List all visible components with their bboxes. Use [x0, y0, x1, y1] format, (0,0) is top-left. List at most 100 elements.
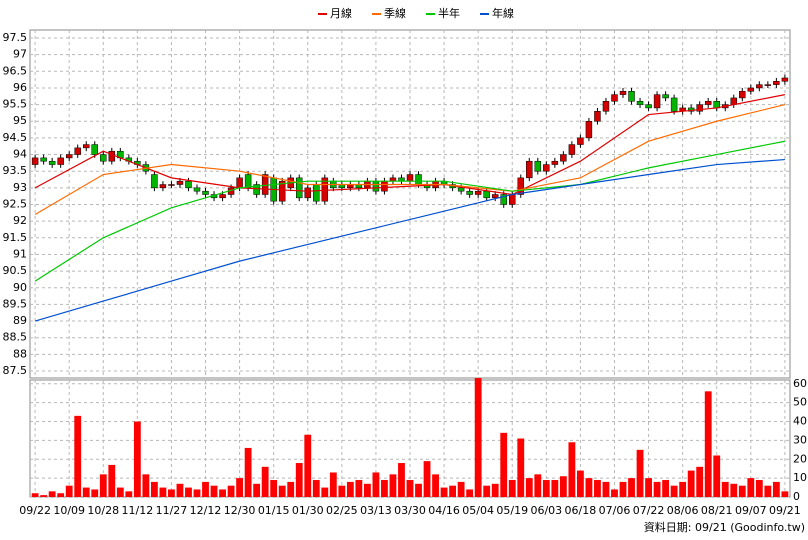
x-tick-label: 08/21: [701, 504, 733, 517]
y-tick-label: 97.5: [3, 31, 28, 44]
candle-body: [168, 184, 175, 186]
y-tick-label: 95.5: [3, 98, 28, 111]
y-tick-label: 91: [13, 247, 27, 260]
x-tick-label: 06/03: [530, 504, 562, 517]
legend-label: 月線: [330, 6, 352, 20]
y-tick-label: 88.5: [3, 331, 28, 344]
volume-bar: [738, 485, 746, 497]
volume-bar: [133, 421, 141, 497]
volume-bar: [346, 481, 354, 497]
volume-bar: [517, 438, 525, 497]
candle-body: [151, 174, 158, 189]
candle-body: [261, 174, 269, 195]
volume-bar: [202, 481, 209, 497]
volume-bar: [270, 480, 278, 497]
volume-bar: [619, 481, 627, 497]
x-tick-label: 10/28: [87, 504, 119, 517]
candle-body: [585, 120, 593, 139]
candle-body: [517, 177, 524, 195]
x-tick-label: 05/04: [462, 504, 494, 517]
moving-average-line: [34, 140, 786, 282]
candle-body: [636, 101, 644, 105]
volume-bar: [628, 478, 635, 497]
volume-bar: [466, 489, 474, 497]
volume-bar: [457, 481, 465, 497]
volume-bar: [150, 481, 158, 497]
volume-bar: [176, 483, 184, 497]
volume-bar: [500, 432, 508, 497]
y-tick-label: 96: [13, 81, 27, 94]
candle-body: [159, 184, 167, 189]
volume-bar: [772, 481, 780, 497]
candle-body: [704, 101, 712, 105]
candle-body: [91, 144, 98, 155]
candle-body: [619, 91, 627, 95]
candle-body: [83, 144, 90, 149]
volume-bar: [687, 470, 695, 497]
volume-bar: [781, 491, 789, 497]
y2-tick-label: 40: [793, 415, 807, 428]
volume-bar: [57, 493, 65, 497]
candle-body: [670, 97, 678, 112]
y-tick-label: 94.5: [3, 131, 28, 144]
volume-bar: [449, 485, 457, 497]
candle-body: [74, 147, 81, 155]
x-tick-label: 12/12: [190, 504, 222, 517]
volume-bar: [108, 464, 116, 497]
volume-bar: [440, 487, 448, 497]
volume-bar: [398, 463, 405, 497]
volume-bar: [415, 483, 422, 497]
volume-bar: [755, 480, 763, 497]
volume-bar: [670, 485, 678, 497]
candle-body: [202, 190, 209, 195]
y-tick-label: 92.5: [3, 197, 28, 210]
legend-label: 季線: [384, 6, 406, 20]
candle-body: [48, 160, 56, 165]
volume-bar: [525, 478, 533, 497]
volume-bar: [40, 495, 48, 497]
y-tick-label: 88: [13, 347, 27, 360]
volume-bar: [99, 474, 107, 497]
candle-body: [653, 94, 661, 109]
candle-body: [568, 144, 576, 155]
volume-bar: [747, 478, 755, 497]
volume-bar: [261, 466, 269, 497]
volume-bar: [236, 478, 244, 497]
volume-bar: [74, 415, 82, 497]
moving-average-line: [34, 94, 786, 196]
volume-bar: [611, 489, 618, 497]
candle-body: [577, 137, 584, 145]
volume-bar: [559, 476, 567, 497]
candle-body: [696, 104, 703, 112]
volume-bar: [185, 487, 192, 497]
candle-body: [219, 194, 226, 199]
x-tick-label: 09/21: [769, 504, 801, 517]
y2-tick-label: 0: [793, 490, 800, 503]
volume-bar: [244, 447, 252, 497]
candle-body: [602, 101, 610, 112]
candle-body: [372, 180, 380, 192]
y2-tick-label: 50: [793, 396, 807, 409]
legend-label: 半年: [438, 6, 460, 20]
y-tick-label: 89.5: [3, 297, 28, 310]
volume-bar: [389, 474, 397, 497]
candle-body: [500, 194, 507, 205]
candle-body: [100, 154, 107, 162]
volume-bar: [653, 481, 661, 497]
volume-bar: [142, 474, 150, 497]
candle-body: [594, 111, 601, 122]
volume-bar: [363, 483, 371, 497]
volume-bar: [219, 489, 226, 497]
candle-body: [415, 174, 422, 185]
y-tick-label: 97: [13, 48, 27, 61]
volume-bar: [764, 485, 772, 497]
candle-body: [381, 180, 388, 192]
y-tick-label: 96.5: [3, 64, 28, 77]
volume-bar: [542, 480, 550, 497]
candle-body: [176, 180, 184, 185]
volume-bar: [585, 478, 593, 497]
x-tick-label: 03/13: [360, 504, 392, 517]
volume-bar: [278, 485, 286, 497]
candle-body: [244, 174, 252, 189]
